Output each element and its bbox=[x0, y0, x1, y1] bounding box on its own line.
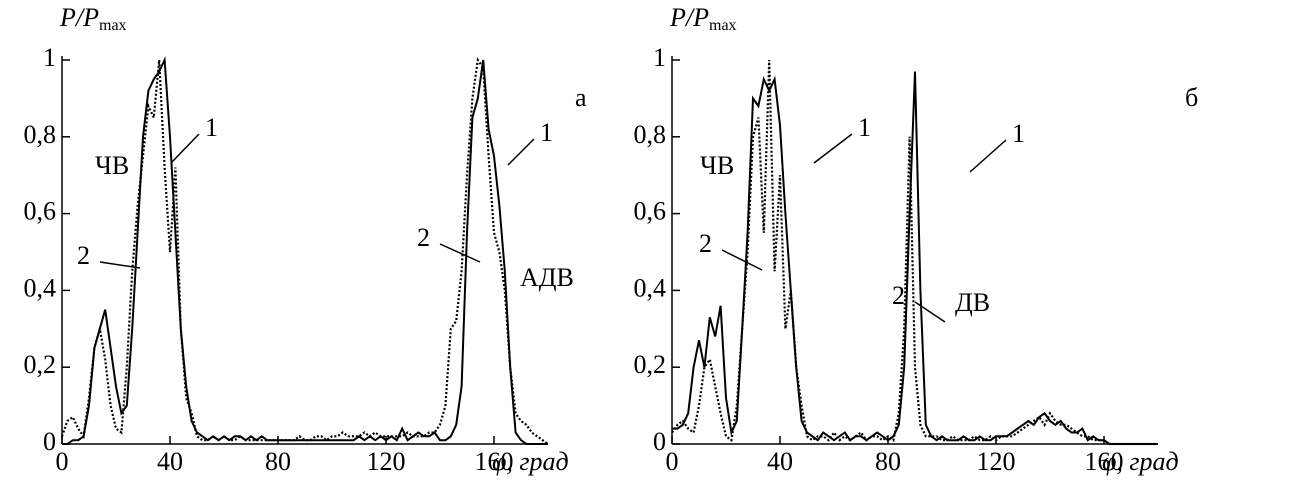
leader-line bbox=[99, 261, 141, 269]
y-tick-label: 0,2 bbox=[24, 350, 57, 379]
x-tick-label: 80 bbox=[875, 447, 901, 476]
y-tick-label: 0,8 bbox=[634, 120, 667, 149]
x-tick-label: 120 bbox=[367, 447, 406, 476]
x-tick-label: 40 bbox=[157, 447, 183, 476]
line-series bbox=[62, 56, 548, 445]
line-series bbox=[672, 71, 1158, 445]
annotation: б bbox=[1185, 83, 1198, 112]
y-label-sub: max bbox=[99, 17, 127, 34]
annotation: ЧВ bbox=[700, 151, 734, 180]
x-tick-label: 120 bbox=[977, 447, 1016, 476]
leader-line bbox=[721, 249, 763, 271]
y-label-main: P/P bbox=[59, 3, 99, 32]
y-label-sub: max bbox=[709, 17, 737, 34]
y-tick-label: 0,4 bbox=[24, 273, 57, 302]
annotation: ЧВ bbox=[95, 151, 129, 180]
y-tick-label: 0,8 bbox=[24, 120, 57, 149]
series-label: 1 bbox=[205, 113, 218, 142]
leader-line bbox=[813, 133, 853, 164]
y-tick-label: 1 bbox=[653, 43, 666, 72]
x-tick-label: 160 bbox=[475, 447, 514, 476]
annotation: а bbox=[575, 83, 587, 112]
line-series bbox=[60, 57, 549, 445]
y-tick-label: 0,4 bbox=[634, 273, 667, 302]
series-label: 2 bbox=[699, 229, 712, 258]
series-label: 2 bbox=[77, 241, 90, 270]
annotation: АДВ bbox=[520, 263, 574, 292]
x-tick-label: 160 bbox=[1085, 447, 1124, 476]
series-label: 2 bbox=[892, 281, 905, 310]
leader-line bbox=[171, 133, 200, 163]
series-label: 1 bbox=[1012, 119, 1025, 148]
y-axis-label: P/Pmax bbox=[59, 3, 127, 34]
x-tick-label: 0 bbox=[666, 447, 679, 476]
leader-line bbox=[507, 138, 535, 166]
x-axis-label: φ, град bbox=[1102, 447, 1179, 476]
x-tick-label: 0 bbox=[56, 447, 69, 476]
series-label: 2 bbox=[417, 223, 430, 252]
y-tick-label: 0 bbox=[653, 427, 666, 456]
y-tick-label: 0 bbox=[43, 427, 56, 456]
x-axis-label: φ, град bbox=[492, 447, 569, 476]
series-label: 1 bbox=[858, 113, 871, 142]
annotation: ДВ bbox=[955, 288, 990, 317]
y-tick-label: 0,6 bbox=[24, 197, 57, 226]
y-axis-label: P/Pmax bbox=[669, 3, 737, 34]
x-tick-label: 80 bbox=[265, 447, 291, 476]
line-series bbox=[671, 59, 1158, 446]
leader-line bbox=[439, 243, 481, 263]
y-label-main: P/P bbox=[669, 3, 709, 32]
leader-line bbox=[914, 301, 946, 323]
y-tick-label: 0,6 bbox=[634, 197, 667, 226]
y-tick-label: 0,2 bbox=[634, 350, 667, 379]
x-tick-label: 40 bbox=[767, 447, 793, 476]
y-tick-label: 1 bbox=[43, 43, 56, 72]
leader-line bbox=[969, 139, 1007, 173]
series-label: 1 bbox=[540, 118, 553, 147]
